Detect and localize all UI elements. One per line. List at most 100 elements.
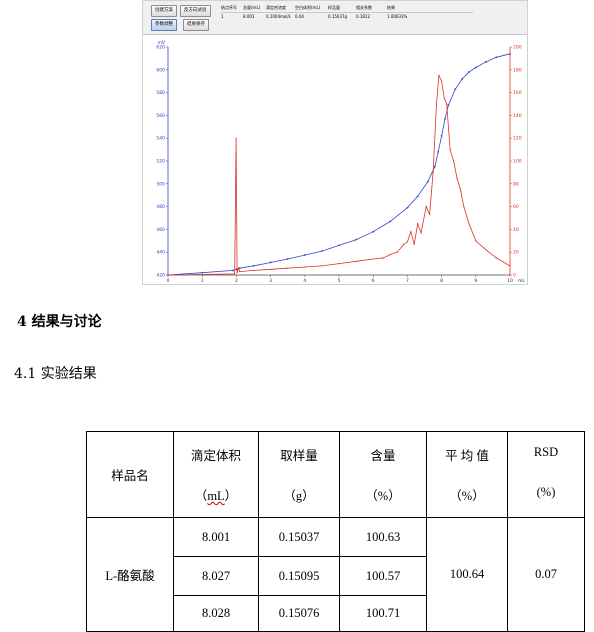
cell-volume: 8.001 — [173, 517, 259, 557]
derivative-point — [234, 273, 236, 275]
titration-software-screenshot: 创建方案 反方向试验 参数调整 结果保存 结点序号 含量(mL) 滴定剂浓度 空… — [142, 0, 528, 285]
header-text: 含量 — [370, 449, 396, 463]
y2-tick-label: 200 — [513, 45, 522, 51]
derivative-point — [446, 103, 448, 105]
potential-point — [437, 150, 440, 153]
derivative-point — [406, 241, 408, 243]
cell-content: 100.71 — [339, 595, 427, 632]
col-header: 样品量 — [328, 5, 340, 10]
potential-point — [416, 195, 419, 198]
cell-volume: 8.027 — [173, 556, 259, 596]
derivative-point — [413, 243, 415, 245]
y-tick-label: 620 — [156, 45, 165, 51]
y2-tick-label: 100 — [513, 159, 522, 165]
y2-tick-label: 0 — [513, 273, 516, 279]
potential-point — [303, 254, 306, 256]
subsection-heading: 4.1 实验结果 — [14, 366, 97, 382]
y2-tick-label: 60 — [513, 204, 519, 210]
derivative-point — [449, 149, 451, 151]
header-text: 滴定体积 — [190, 449, 241, 463]
results-table: 样品名 滴定体积 （mL） 取样量 （g） 含量 （%） 平 均 值 （%） — [86, 431, 585, 632]
x-tick-label: 10 — [507, 278, 513, 284]
derivative-point — [389, 253, 391, 256]
y2-tick-label: 20 — [513, 250, 519, 256]
potential-point — [447, 104, 450, 107]
header-text: 取样量 — [280, 449, 318, 463]
potential-point — [389, 220, 392, 223]
cell-value: 0.04 — [295, 14, 304, 19]
y-tick-label: 600 — [156, 67, 165, 73]
col-header: 滴定剂浓度 — [266, 5, 286, 10]
table-row: 8.028 0.15076 100.71 — [87, 595, 585, 632]
y-tick-label: 480 — [156, 204, 165, 210]
y2-tick-label: 180 — [513, 67, 522, 73]
potential-point — [495, 56, 498, 59]
potential-point — [461, 78, 464, 80]
header-unit: （g） — [283, 489, 315, 503]
derivative-point — [382, 257, 385, 259]
cell-volume: 8.028 — [173, 595, 259, 632]
derivative-point — [435, 103, 438, 105]
derivative-point — [396, 251, 398, 253]
potential-point — [406, 206, 409, 209]
cell-average: 100.64 — [426, 517, 508, 632]
result-summary-table: 结点序号 含量(mL) 滴定剂浓度 空白体积(mL) 样品量 相关系数 结果 1… — [221, 3, 473, 21]
potential-point — [269, 261, 272, 264]
y2-tick-label: 140 — [513, 113, 522, 119]
derivative-point — [495, 257, 497, 259]
derivative-point — [432, 171, 434, 173]
reverse-test-button[interactable]: 反方向试验 — [180, 5, 211, 17]
derivative-point — [509, 265, 511, 267]
x-tick-label: 6 — [372, 278, 375, 284]
header-sample-name: 样品名 — [86, 431, 174, 518]
derivative-point — [239, 270, 241, 273]
x-tick-label: 0 — [167, 278, 170, 284]
potential-point — [232, 269, 234, 272]
table-row: 8.027 0.15095 100.57 — [87, 556, 585, 596]
x-tick-label: 5 — [338, 278, 341, 284]
derivative-point — [236, 272, 238, 274]
y-tick-label: 540 — [156, 136, 165, 142]
potential-point — [338, 244, 340, 247]
result-value-row[interactable]: 1 8.001 0.1004mol/L 0.04 0.15037g 0.1812… — [221, 12, 473, 21]
derivative-point — [287, 267, 289, 269]
y-tick-label: 500 — [156, 181, 165, 187]
cell-value: 0.15037g — [328, 14, 348, 19]
col-header: 相关系数 — [356, 5, 372, 10]
potential-point — [427, 180, 429, 183]
col-header: 空白体积(mL) — [295, 5, 321, 10]
potential-point — [355, 238, 357, 241]
potential-point — [444, 117, 446, 120]
save-results-button[interactable]: 结果保存 — [183, 19, 209, 31]
adjust-parameters-button[interactable]: 参数调整 — [151, 19, 177, 31]
unit-ml: mL — [207, 489, 225, 503]
col-header: 结点序号 — [221, 5, 237, 10]
x-tick-label: 3 — [269, 278, 272, 284]
cell-value: 1.00633% — [387, 14, 408, 19]
cell-mass: 0.15037 — [258, 517, 340, 557]
potential-point — [433, 165, 436, 168]
cell-rsd: 0.07 — [507, 517, 585, 632]
y-tick-label: 420 — [156, 273, 165, 279]
header-text: 平 均 值 — [445, 449, 489, 463]
derivative-point — [452, 160, 455, 162]
y2-tick-label: 120 — [513, 136, 522, 142]
cell-value: 0.1004mol/L — [266, 14, 292, 19]
create-method-button[interactable]: 创建方案 — [151, 5, 177, 17]
y-tick-label: 520 — [156, 159, 165, 165]
result-header-row: 结点序号 含量(mL) 滴定剂浓度 空白体积(mL) 样品量 相关系数 结果 — [221, 3, 473, 13]
potential-point — [252, 264, 255, 267]
header-average: 平 均 值 （%） — [426, 431, 508, 518]
derivative-point — [304, 266, 306, 268]
potential-point — [474, 66, 477, 69]
col-header: 含量(mL) — [243, 5, 261, 10]
cell-mass: 0.15095 — [258, 556, 340, 596]
derivative-point — [429, 213, 431, 216]
cell-content: 100.57 — [339, 556, 427, 596]
titration-curve-chart: 4204404604805005205405605806006200204060… — [156, 40, 525, 284]
header-mass: 取样量 （g） — [258, 431, 340, 518]
cell-content: 100.63 — [339, 517, 427, 557]
y-tick-label: 580 — [156, 90, 165, 96]
derivative-point — [167, 274, 169, 276]
derivative-point — [417, 223, 419, 225]
